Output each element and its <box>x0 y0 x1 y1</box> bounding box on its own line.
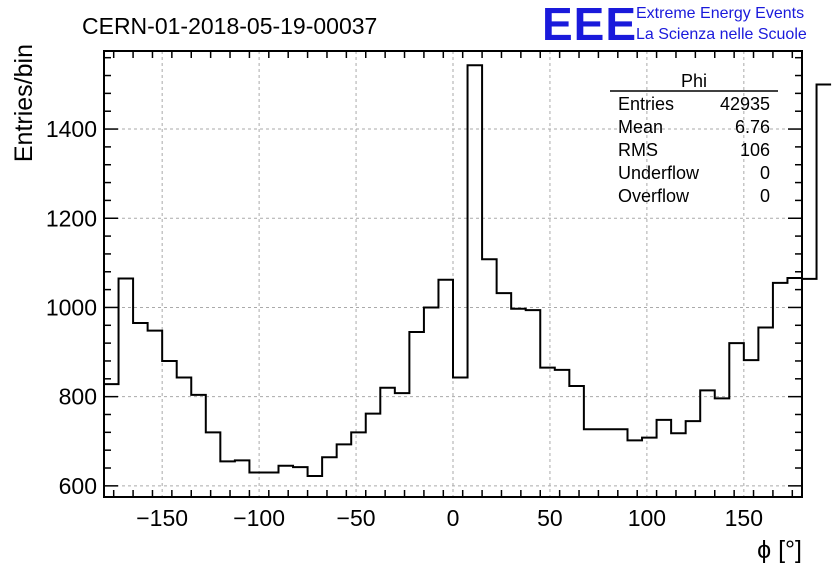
stats-rows: Entries 42935 Mean 6.76 RMS 106 Underflow 0 Over… <box>618 94 770 206</box>
histogram-bin <box>380 388 395 497</box>
histogram-bin <box>613 429 628 497</box>
y-tick-label: 800 <box>59 384 97 410</box>
histogram-bin <box>337 444 352 497</box>
histogram-bin <box>715 398 730 497</box>
histogram-bin <box>671 433 686 497</box>
histogram-bin <box>511 309 526 497</box>
histogram-bin <box>264 472 279 497</box>
histogram-bin <box>235 460 250 497</box>
stats-row-label: Mean <box>618 117 663 137</box>
histogram-bin <box>409 332 424 497</box>
histogram-bars <box>104 64 832 497</box>
histogram-bin <box>744 360 759 497</box>
histogram-bin <box>482 259 497 497</box>
histogram-bin <box>729 343 744 497</box>
x-tick-label: −50 <box>337 505 376 531</box>
y-tick-label: 600 <box>59 473 97 499</box>
histogram-bin <box>220 461 235 497</box>
histogram-bin <box>758 328 773 497</box>
y-tick-labels: 600 800 1000 1200 1400 <box>46 116 97 499</box>
stats-row-value: 42935 <box>720 94 770 114</box>
x-tick-label: 0 <box>447 505 460 531</box>
histogram-bin <box>787 278 802 497</box>
logo-line-1: Extreme Energy Events <box>636 5 804 22</box>
histogram-bin <box>642 438 657 497</box>
histogram-bin <box>191 395 206 497</box>
histogram-bin <box>438 280 453 497</box>
stats-row-label: Overflow <box>618 186 690 206</box>
plot-frame <box>103 50 803 498</box>
histogram-bin <box>148 331 163 497</box>
stats-row-value: 6.76 <box>735 117 770 137</box>
histogram-bin <box>424 307 439 497</box>
histogram-bin <box>773 283 788 497</box>
histogram-bin <box>162 361 177 497</box>
y-tick-label: 1200 <box>46 205 97 231</box>
histogram-bin <box>206 432 221 497</box>
x-axis-label: ϕ [°] <box>757 536 802 564</box>
stats-row-value: 0 <box>760 163 770 183</box>
histogram-bin <box>322 457 337 497</box>
histogram-bin <box>453 377 468 497</box>
stats-row-value: 0 <box>760 186 770 206</box>
histogram-bin <box>249 472 264 497</box>
stats-box: Phi Entries 42935 Mean 6.76 RMS 106 Underflow 0… <box>610 71 778 206</box>
logo-line-2: La Scienza nelle Scuole <box>636 26 807 43</box>
histogram-bin <box>308 476 323 497</box>
y-tick-label: 1400 <box>46 116 97 142</box>
histogram-bin <box>468 65 483 497</box>
histogram-bin <box>569 386 584 497</box>
histogram-bin <box>628 440 643 497</box>
histogram-bin <box>526 310 541 497</box>
x-tick-label: −100 <box>233 505 285 531</box>
stats-row-label: Underflow <box>618 163 700 183</box>
histogram-bin <box>133 323 148 497</box>
histogram-bin <box>279 466 294 497</box>
x-tick-label: 50 <box>537 505 563 531</box>
histogram-bin <box>555 370 570 497</box>
stats-row-value: 106 <box>740 140 770 160</box>
histogram-bin <box>700 390 715 497</box>
x-tick-label: 100 <box>628 505 666 531</box>
histogram-bin <box>497 293 512 497</box>
x-tick-label: 150 <box>725 505 763 531</box>
grid-lines <box>104 51 802 497</box>
histogram-step-line <box>104 64 832 478</box>
histogram-bin <box>104 384 119 497</box>
histogram-bin <box>598 429 613 497</box>
histogram-bin <box>177 377 192 497</box>
y-tick-label: 1000 <box>46 294 97 320</box>
stats-row-label: RMS <box>618 140 658 160</box>
histogram-bin <box>395 393 410 497</box>
x-tick-label: −150 <box>136 505 188 531</box>
x-tick-labels: −150 −100 −50 0 50 100 150 <box>136 505 763 531</box>
histogram-bin <box>584 429 599 497</box>
run-title: CERN-01-2018-05-19-00037 <box>82 13 377 39</box>
y-axis-label: Entries/bin <box>10 44 38 162</box>
histogram-bin <box>351 432 366 497</box>
histogram-bin <box>293 467 308 497</box>
histogram-bin <box>366 414 381 497</box>
histogram-bin <box>540 368 555 497</box>
stats-title: Phi <box>681 71 707 91</box>
axis-ticks <box>104 51 802 497</box>
histogram-bin <box>119 278 134 497</box>
histogram-bin <box>817 84 832 497</box>
eee-logo-icon: EEE <box>542 0 637 50</box>
histogram-bin <box>802 279 817 497</box>
stats-row-label: Entries <box>618 94 674 114</box>
